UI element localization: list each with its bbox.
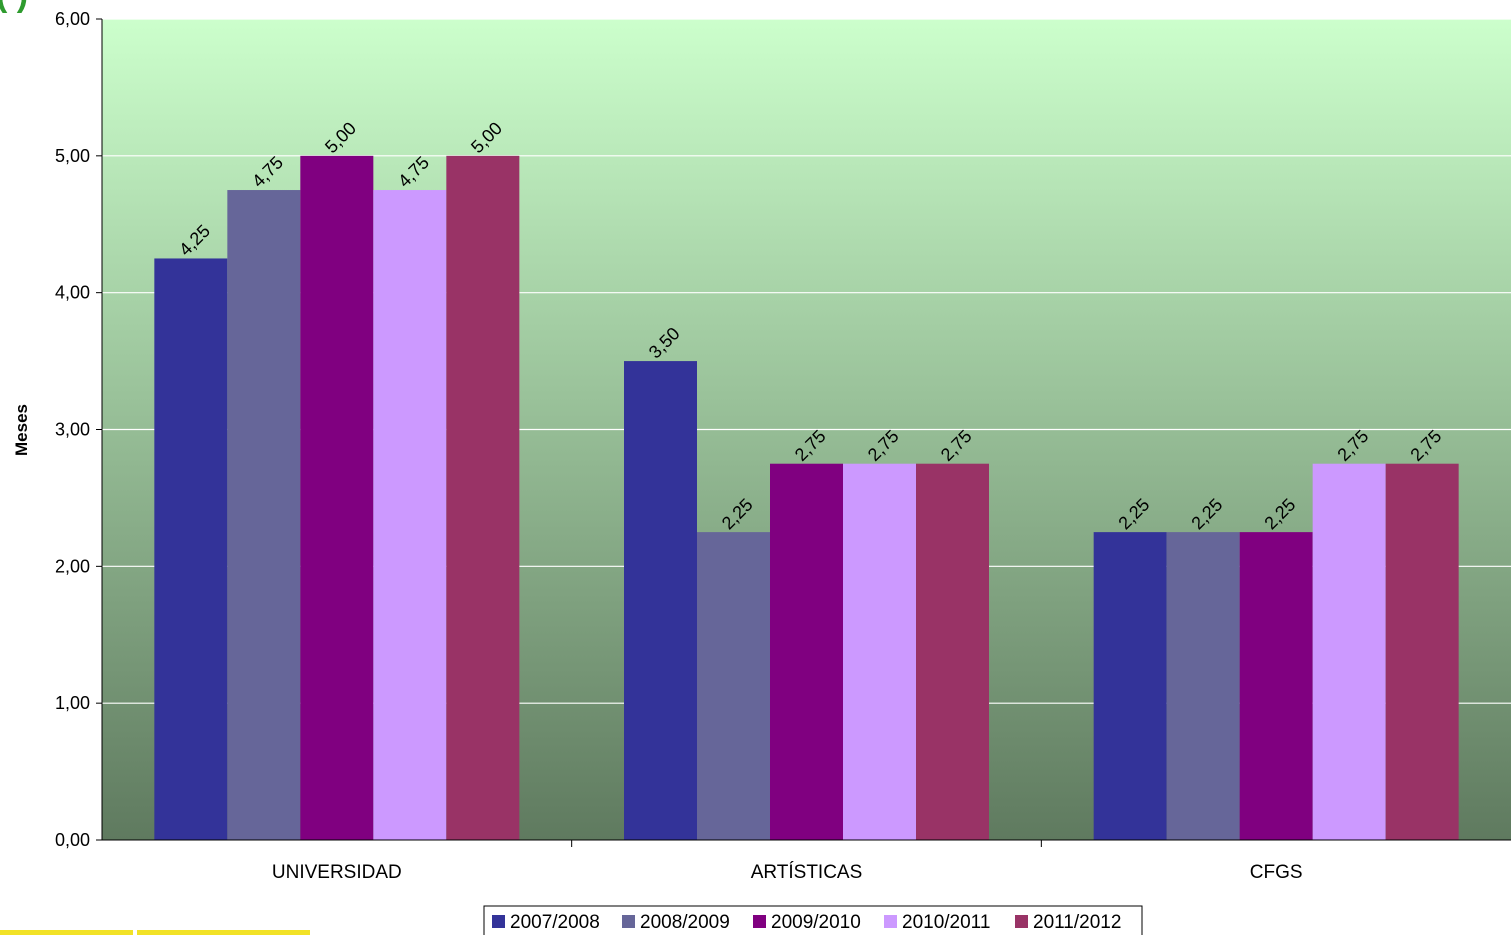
bar xyxy=(373,190,447,840)
bar xyxy=(1093,532,1167,840)
y-tick-label: 4,00 xyxy=(55,283,90,303)
legend-label: 2009/2010 xyxy=(771,912,861,933)
legend-label: 2007/2008 xyxy=(510,912,600,933)
bar xyxy=(1385,463,1459,840)
legend-swatch xyxy=(1015,915,1028,928)
y-tick-label: 5,00 xyxy=(55,146,90,166)
bar xyxy=(770,463,843,840)
chart-title-fragment: ( ) xyxy=(0,0,28,14)
bar xyxy=(1239,532,1313,840)
bar xyxy=(154,258,228,840)
legend: 2007/2008 2008/2009 2009/2010 2010/2011 2011… xyxy=(483,905,1143,935)
legend-swatch xyxy=(492,915,505,928)
bar xyxy=(843,463,916,840)
y-tick-label: 0,00 xyxy=(55,830,90,850)
bar xyxy=(446,155,520,841)
bar xyxy=(300,155,374,841)
legend-label: 2008/2009 xyxy=(640,912,730,933)
legend-swatch xyxy=(884,915,897,928)
axes: 0,00 1,00 2,00 3,00 4,00 5,00 6,00 UNIVERSIDAD A… xyxy=(55,9,1511,883)
y-tick-label: 6,00 xyxy=(55,9,90,29)
legend-label: 2011/2012 xyxy=(1033,912,1121,933)
bar xyxy=(697,532,770,840)
accent-bar xyxy=(137,930,310,935)
legend-swatch xyxy=(622,915,635,928)
bars xyxy=(154,155,1459,841)
bar xyxy=(1312,463,1386,840)
legend-box xyxy=(483,905,1143,935)
legend-swatch xyxy=(753,915,766,928)
bar xyxy=(227,190,301,840)
y-axis-label: Meses xyxy=(12,404,31,456)
category-label: UNIVERSIDAD xyxy=(272,862,402,883)
category-label: CFGS xyxy=(1250,862,1303,883)
bar xyxy=(1166,532,1240,840)
legend-label: 2010/2011 xyxy=(902,912,990,933)
y-tick-label: 3,00 xyxy=(55,420,90,440)
accent-bar xyxy=(0,930,133,935)
category-label: ARTÍSTICAS xyxy=(751,862,863,883)
footer-accent-bars xyxy=(0,930,310,935)
y-tick-label: 2,00 xyxy=(55,556,90,576)
bar xyxy=(916,463,989,840)
y-tick-label: 1,00 xyxy=(55,693,90,713)
bar xyxy=(624,361,697,840)
